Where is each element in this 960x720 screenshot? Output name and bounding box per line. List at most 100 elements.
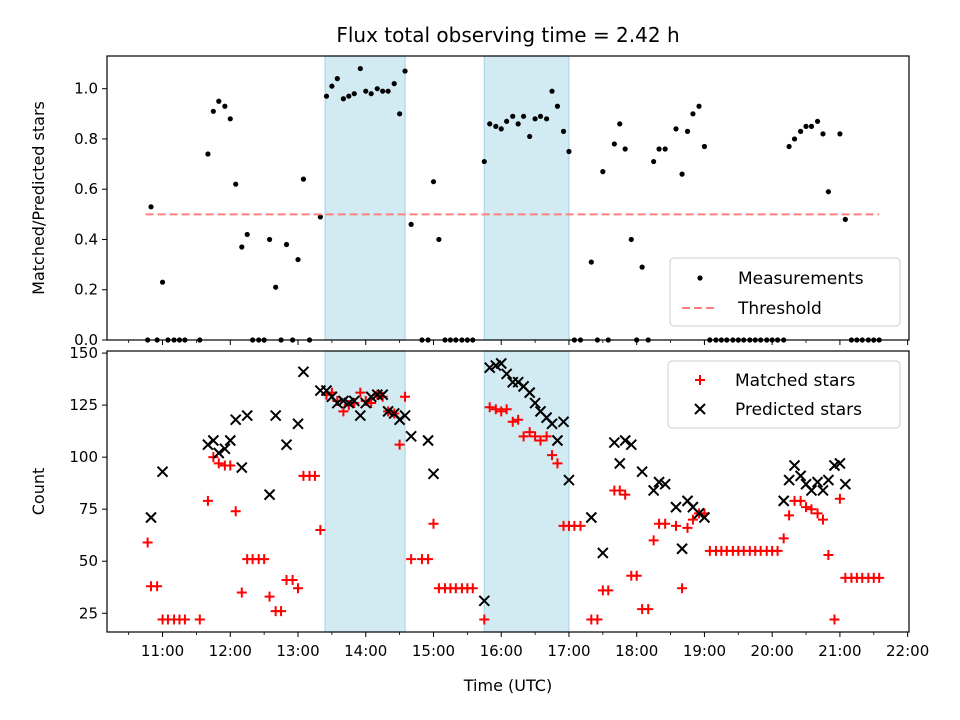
matched-star-marker: [484, 402, 495, 413]
measurement-point: [391, 81, 397, 87]
chart-title: Flux total observing time = 2.42 h: [336, 23, 679, 47]
legend-matched-label: Matched stars: [735, 371, 855, 391]
predicted-star-marker: [382, 405, 394, 418]
matched-star-marker: [225, 460, 236, 471]
measurement-point: [803, 123, 809, 129]
predicted-star-marker: [495, 357, 507, 370]
measurement-point: [210, 108, 216, 114]
measurement-point: [798, 128, 804, 134]
measurement-point: [295, 256, 301, 263]
matched-star-marker: [670, 520, 681, 531]
predicted-star-marker: [529, 397, 541, 409]
predicted-star-marker: [597, 547, 609, 559]
predicted-star-marker: [619, 434, 631, 447]
measurement-point: [385, 88, 391, 94]
measurement-point: [148, 204, 154, 210]
matched-star-marker: [394, 439, 405, 450]
matched-star-marker: [592, 614, 603, 625]
measurement-point: [368, 91, 374, 97]
matched-star-marker: [496, 406, 507, 417]
y-axis-label: Matched/Predicted stars: [29, 101, 48, 295]
axes-frame: [106, 350, 910, 633]
axes-frame: [106, 55, 910, 341]
predicted-star-marker: [788, 459, 801, 472]
matched-star-marker: [213, 458, 224, 469]
measurement-point: [244, 231, 250, 238]
matched-star-marker: [614, 485, 625, 496]
predicted-star-marker: [636, 466, 648, 478]
matched-star-marker: [152, 581, 163, 592]
measurement-point: [639, 264, 645, 270]
predicted-star-marker: [805, 484, 818, 497]
measurement-point: [690, 111, 696, 117]
predicted-star-marker: [551, 434, 564, 447]
matched-star-marker: [315, 525, 326, 536]
predicted-star-marker: [263, 488, 276, 501]
predicted-star-marker: [625, 438, 637, 451]
matched-star-marker: [194, 614, 205, 625]
predicted-star-marker: [297, 366, 310, 378]
measurement-point: [266, 236, 273, 243]
matched-star-marker: [524, 427, 535, 438]
measurement-point: [786, 143, 792, 150]
matched-star-marker: [259, 554, 270, 565]
predicted-star-marker: [156, 466, 169, 478]
x-tick-label: 18:00: [615, 642, 658, 660]
legend-measurements-marker: [697, 275, 703, 281]
measurement-point: [544, 116, 550, 122]
predicted-star-marker: [331, 397, 344, 409]
matched-star-marker: [535, 435, 546, 446]
matched-star-marker: [784, 510, 795, 521]
predicted-star-marker: [399, 409, 411, 422]
predicted-star-marker: [563, 474, 575, 486]
legend-predicted-marker: [694, 403, 706, 415]
y-tick-label: 0.6: [74, 180, 98, 198]
y-tick-label: 150: [69, 344, 98, 362]
measurement-point: [611, 141, 617, 147]
matched-star-marker: [513, 414, 524, 425]
y-tick-label: 50: [79, 552, 98, 570]
predicted-star-marker: [348, 395, 360, 407]
matched-star-marker: [801, 502, 812, 513]
predicted-star-marker: [292, 418, 304, 430]
predicted-star-marker: [783, 474, 795, 486]
measurement-point: [380, 88, 386, 94]
matched-star-marker: [501, 404, 512, 415]
y-axis-label: Count: [29, 468, 48, 516]
measurement-point: [808, 123, 815, 129]
predicted-star-marker: [839, 478, 852, 490]
measurement-point: [222, 103, 228, 109]
measurement-point: [233, 181, 239, 187]
matched-star-marker: [467, 583, 478, 594]
matched-star-marker: [687, 514, 698, 525]
predicted-star-marker: [229, 413, 242, 426]
x-tick-label: 21:00: [818, 642, 861, 660]
predicted-star-marker: [659, 478, 671, 490]
measurement-point: [837, 131, 843, 137]
matched-star-marker: [142, 537, 153, 548]
predicted-star-marker: [585, 511, 598, 524]
predicted-star-marker: [698, 511, 711, 524]
matched-star-marker: [287, 574, 298, 585]
predicted-star-marker: [557, 416, 570, 428]
predicted-star-marker: [241, 409, 253, 422]
matched-star-marker: [338, 406, 349, 417]
measurement-point: [317, 214, 323, 220]
matched-star-marker: [620, 489, 631, 500]
matched-star-marker: [179, 614, 190, 625]
measurement-point: [300, 176, 307, 182]
measurement-point: [397, 111, 403, 117]
measurement-point: [239, 244, 245, 250]
matched-star-marker: [823, 549, 834, 560]
measurement-point: [510, 113, 516, 119]
measurement-point: [329, 83, 335, 89]
measurement-point: [628, 236, 634, 243]
legend: [667, 360, 901, 429]
predicted-star-marker: [269, 409, 282, 422]
legend-threshold-label: Threshold: [737, 299, 822, 319]
matched-star-marker: [682, 522, 693, 533]
measurement-point: [216, 98, 222, 104]
y-tick-label: 1.0: [74, 80, 98, 98]
predicted-star-marker: [427, 468, 440, 480]
measurement-point: [560, 128, 567, 134]
